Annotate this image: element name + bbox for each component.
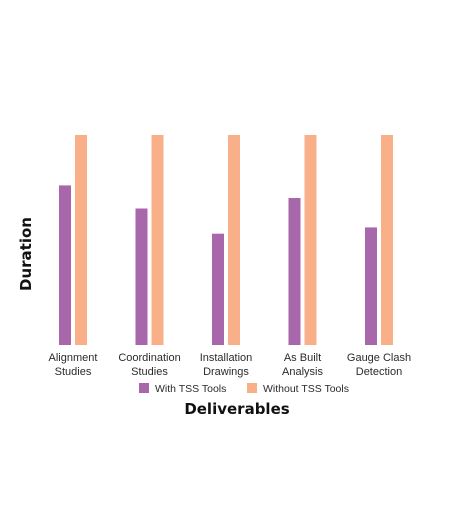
x-tick-label-3-line-1: Analysis <box>282 366 323 378</box>
legend-swatch-0 <box>139 383 149 393</box>
legend-label-0: With TSS Tools <box>155 383 226 395</box>
legend-swatch-1 <box>247 383 257 393</box>
bar-with-tss-0 <box>59 185 71 345</box>
x-axis-title: Deliverables <box>184 400 289 418</box>
bar-without-tss-0 <box>75 135 87 345</box>
legend: With TSS Tools Without TSS Tools <box>139 383 349 395</box>
x-tick-label-3-line-0: As Built <box>284 352 321 364</box>
bar-with-tss-4 <box>365 227 377 345</box>
x-tick-label-1-line-0: Coordination <box>118 352 180 364</box>
bar-without-tss-3 <box>304 135 317 345</box>
x-tick-label-4-line-0: Gauge Clash <box>347 352 411 364</box>
x-tick-label-0-line-1: Studies <box>55 366 92 378</box>
bar-with-tss-2 <box>212 233 224 345</box>
x-tick-label-2-line-1: Drawings <box>203 366 249 378</box>
x-tick-label-4-line-1: Detection <box>356 366 402 378</box>
x-tick-label-0-line-0: Alignment <box>49 352 98 364</box>
bar-without-tss-1 <box>151 135 164 345</box>
y-axis-title: Duration <box>17 217 35 291</box>
bar-without-tss-4 <box>381 135 393 345</box>
bar-with-tss-1 <box>135 208 148 345</box>
bars-group <box>59 135 393 345</box>
x-tick-labels: Alignment Studies Coordination Studies Insta… <box>49 352 412 378</box>
x-tick-label-1-line-1: Studies <box>131 366 168 378</box>
x-tick-label-2-line-0: Installation <box>200 352 253 364</box>
bar-with-tss-3 <box>288 198 301 345</box>
legend-label-1: Without TSS Tools <box>263 383 349 395</box>
bar-without-tss-2 <box>228 135 240 345</box>
